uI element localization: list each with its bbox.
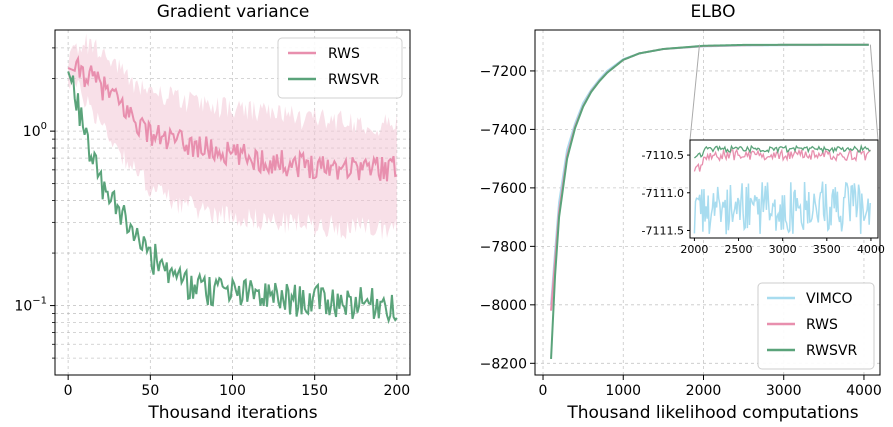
right-ytick-label: −8200 (480, 356, 527, 372)
inset-connector-right (870, 45, 878, 140)
right-chart-xlabel: Thousand likelihood computations (566, 403, 858, 423)
left-legend: RWS RWSVR (278, 38, 402, 98)
left-ytick-label: 100 (23, 121, 47, 140)
inset-xtick-label: 4000 (857, 243, 885, 256)
right-ytick-label: −7800 (480, 239, 527, 255)
right-legend: VIMCO RWS RWSVR (758, 283, 874, 369)
right-xtick-label: 2000 (686, 383, 722, 399)
right-legend-label: VIMCO (806, 291, 853, 307)
left-xtick-label: 0 (64, 383, 73, 399)
right-ytick-label: −7400 (480, 122, 527, 138)
right-legend-label: RWSVR (806, 343, 857, 359)
left-chart-xlabel: Thousand iterations (147, 403, 317, 423)
right-ytick-label: −7600 (480, 181, 527, 197)
left-xtick-label: 200 (383, 383, 410, 399)
left-chart-title: Gradient variance (157, 2, 310, 22)
right-ytick-label: −7200 (480, 64, 527, 80)
left-ytick-base: 10 (14, 299, 32, 315)
left-ytick-label: 10−1 (14, 296, 47, 315)
right-chart-title: ELBO (691, 2, 736, 22)
left-ytick-exponent: 0 (41, 121, 47, 132)
inset-ytick-label: -7111.0 (642, 187, 684, 200)
inset-plot-area: 2000 2500 3000 3500 4000 -7110.5 -7111.0 -7111.… (642, 45, 885, 256)
left-xtick-label: 100 (219, 383, 246, 399)
left-xtick-label: 150 (301, 383, 328, 399)
right-xtick-label: 4000 (846, 383, 882, 399)
inset-connector-left (690, 45, 699, 140)
right-legend-label: RWS (806, 317, 838, 333)
inset-xtick-label: 3500 (813, 243, 841, 256)
right-ytick-label: −8000 (480, 298, 527, 314)
right-xtick-label: 1000 (605, 383, 641, 399)
right-xtick-label: 0 (539, 383, 548, 399)
left-ytick-base: 10 (23, 124, 41, 140)
left-legend-label: RWSVR (328, 72, 379, 88)
left-legend-label: RWS (328, 46, 360, 62)
inset-ytick-label: -7110.5 (642, 149, 684, 162)
inset-xtick-label: 2500 (725, 243, 753, 256)
left-xtick-label: 50 (141, 383, 159, 399)
inset-xtick-label: 2000 (680, 243, 708, 256)
right-xtick-label: 3000 (766, 383, 802, 399)
inset-xtick-label: 3000 (769, 243, 797, 256)
left-ytick-exponent: −1 (32, 296, 47, 307)
inset-ytick-label: -7111.5 (642, 224, 684, 237)
